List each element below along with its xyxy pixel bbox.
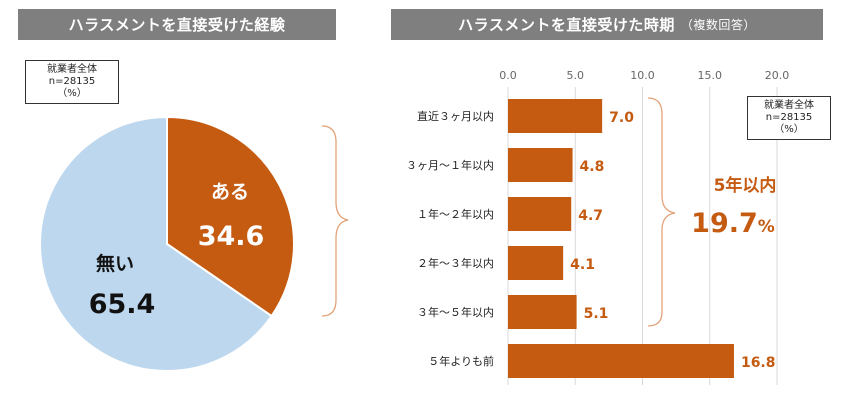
- pie-category-label-1: ある: [211, 181, 249, 203]
- right-chart-title: ハラスメントを直接受けた時期: [458, 16, 675, 34]
- bar-6: [508, 344, 734, 378]
- left-note-line3: （%）: [57, 88, 87, 99]
- pie-value-label-1: 34.6: [198, 221, 265, 252]
- right-chart-header: ハラスメントを直接受けた時期 （複数回答）: [391, 9, 823, 40]
- summary-label: 5年以内: [714, 175, 777, 196]
- category-label-5: ３年〜５年以内: [417, 305, 494, 319]
- pie-category-label-2: 無い: [96, 252, 134, 275]
- category-label-6: ５年よりも前: [428, 354, 494, 368]
- left-note-line2: n=28135: [48, 76, 96, 87]
- bar-chart: 0.0 5.0 10.0 15.0 20.0 直近３ヶ月以内 7.0 ３ヶ月〜１年以内 4.8 １…: [406, 69, 789, 385]
- x-tick-label-2: 10.0: [630, 69, 655, 82]
- category-label-3: １年〜２年以内: [417, 207, 494, 221]
- summary-value-line: 19.7%: [691, 208, 775, 239]
- right-note-line3: （%）: [774, 124, 804, 135]
- x-tick-label-4: 20.0: [765, 69, 790, 82]
- left-sample-note: 就業者全体 n=28135 （%）: [25, 60, 119, 104]
- x-tick-label-1: 5.0: [567, 69, 585, 82]
- pie-chart: ある 34.6 無い 65.4: [39, 115, 295, 372]
- right-note-line2: n=28135: [765, 112, 813, 123]
- bar-5: [508, 295, 577, 329]
- data-label-1: 7.0: [609, 110, 634, 126]
- bar-1: [508, 99, 603, 133]
- category-label-4: ２年〜３年以内: [417, 256, 494, 270]
- data-label-3: 4.7: [578, 208, 603, 224]
- bar-brace: [647, 97, 676, 327]
- bar-3: [508, 197, 572, 231]
- pie-brace: [321, 125, 349, 317]
- left-note-line1: 就業者全体: [47, 64, 97, 75]
- x-tick-label-0: 0.0: [499, 69, 517, 82]
- summary-unit: %: [758, 217, 775, 237]
- bar-4: [508, 246, 564, 280]
- data-label-6: 16.8: [741, 355, 776, 371]
- data-label-4: 4.1: [570, 257, 595, 273]
- left-chart-title: ハラスメントを直接受けた経験: [68, 16, 286, 34]
- left-chart-header: ハラスメントを直接受けた経験: [18, 9, 336, 40]
- data-label-5: 5.1: [584, 306, 609, 322]
- right-note-line1: 就業者全体: [764, 100, 814, 111]
- bar-2: [508, 148, 573, 182]
- category-label-2: ３ヶ月〜１年以内: [406, 158, 494, 172]
- summary-annotation: 5年以内 19.7%: [691, 175, 776, 239]
- summary-value: 19.7: [691, 208, 758, 239]
- category-label-1: 直近３ヶ月以内: [417, 109, 494, 123]
- right-chart-subtitle: （複数回答）: [680, 18, 756, 32]
- pie-value-label-2: 65.4: [89, 289, 156, 320]
- data-label-2: 4.8: [580, 159, 605, 175]
- right-sample-note: 就業者全体 n=28135 （%）: [747, 96, 831, 140]
- x-tick-label-3: 15.0: [698, 69, 723, 82]
- pie-slice-2: [39, 115, 273, 372]
- pie-slice-1: [166, 115, 295, 318]
